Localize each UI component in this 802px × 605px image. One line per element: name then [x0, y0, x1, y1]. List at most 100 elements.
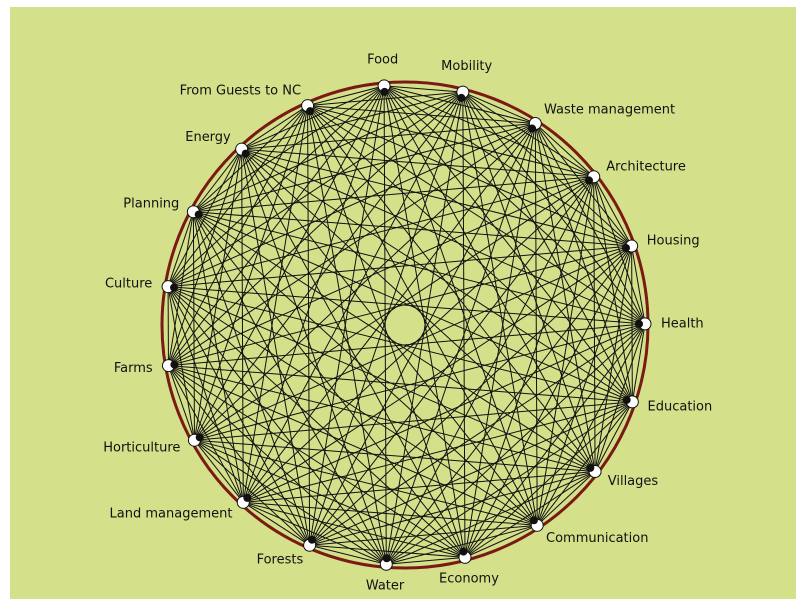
edge [464, 471, 596, 558]
edge [168, 365, 310, 546]
edge [168, 365, 387, 565]
edge [194, 439, 244, 503]
edge [193, 105, 309, 441]
node-label: Horticulture [103, 440, 180, 455]
node-inner [459, 547, 468, 556]
edge [386, 471, 596, 565]
edge [309, 85, 385, 546]
edge [241, 149, 387, 565]
edge [462, 91, 632, 247]
node-label: Planning [123, 197, 179, 212]
node-inner [195, 433, 204, 442]
edge [167, 148, 243, 287]
edge [464, 401, 633, 558]
edge [593, 176, 646, 325]
edge [194, 439, 596, 473]
node-label: Food [367, 52, 398, 67]
edge [309, 544, 387, 565]
edge [243, 501, 387, 565]
edge [464, 323, 646, 558]
edge [462, 92, 466, 558]
edge [194, 439, 387, 565]
edge [193, 148, 243, 213]
edge [168, 91, 464, 366]
edge [192, 211, 244, 503]
edge [386, 556, 466, 565]
edge [242, 85, 385, 503]
edge [307, 105, 596, 472]
edge [168, 105, 309, 366]
edge [241, 91, 463, 150]
node-label: Health [661, 316, 704, 331]
edge [168, 365, 538, 526]
edge [307, 105, 538, 526]
edge [167, 91, 464, 288]
edge [536, 245, 633, 526]
edge [194, 176, 594, 441]
edge [534, 123, 633, 247]
edge [462, 91, 596, 472]
edge [168, 176, 594, 367]
node-label: Communication [546, 531, 648, 546]
edge [168, 365, 633, 403]
edge [168, 245, 632, 288]
edge [194, 323, 646, 441]
edge [383, 85, 536, 124]
node-inner [457, 93, 466, 102]
edge [241, 122, 536, 150]
edge [243, 501, 538, 526]
edge [167, 211, 194, 287]
node-label: Culture [105, 277, 152, 292]
edge [594, 323, 646, 472]
edge [464, 245, 633, 558]
edge [168, 365, 596, 473]
edge [241, 148, 646, 325]
edge [193, 211, 596, 472]
edge [167, 286, 311, 546]
edge [385, 245, 633, 565]
edge [168, 286, 646, 325]
edge [167, 286, 596, 472]
edge [307, 105, 387, 565]
node-label: Water [366, 579, 405, 594]
edge [242, 176, 595, 503]
edge [383, 85, 466, 558]
edge [193, 211, 632, 247]
edge [167, 286, 466, 558]
edge [309, 176, 595, 546]
edge [631, 323, 646, 402]
edge [309, 471, 596, 546]
edge [241, 148, 594, 178]
edge [536, 176, 595, 526]
edge [167, 286, 387, 565]
node-label: From Guests to NC [180, 84, 301, 99]
edge [194, 401, 633, 441]
edge [462, 91, 538, 526]
edge [167, 365, 195, 441]
edge [309, 91, 464, 546]
edges [167, 85, 646, 565]
edge [383, 85, 596, 472]
edge [167, 105, 308, 287]
node-inner [170, 360, 179, 369]
node-inner [634, 319, 643, 328]
edge [167, 286, 633, 403]
edge [594, 401, 633, 472]
edge [241, 149, 244, 503]
edge [383, 85, 594, 178]
edge [309, 323, 646, 546]
edge [193, 91, 464, 213]
edge [193, 211, 538, 526]
node-label: Mobility [441, 59, 492, 74]
edge [534, 123, 538, 526]
node-inner [170, 283, 179, 292]
edge [594, 245, 633, 472]
edge [462, 91, 536, 124]
edge [167, 176, 594, 288]
edge [242, 245, 632, 503]
node-label: Villages [608, 474, 659, 489]
node-inner [528, 124, 537, 133]
node-label: Education [648, 400, 713, 415]
node-inner [194, 210, 203, 219]
